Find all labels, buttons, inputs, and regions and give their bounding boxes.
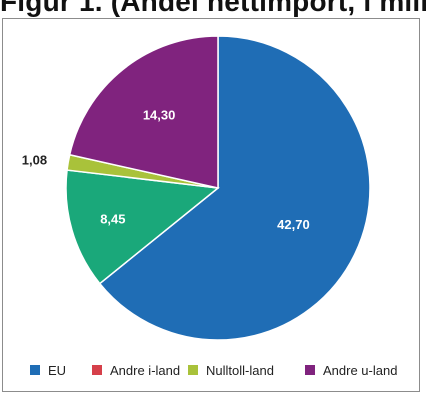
chart-legend: EU Andre i-land Nulltoll-land Andre u-land — [0, 358, 426, 382]
legend-item-nulltoll-land: Nulltoll-land — [188, 358, 274, 382]
pie-label-extra: 8,45 — [100, 211, 125, 226]
legend-swatch — [30, 365, 40, 375]
legend-item-andre-u-land: Andre u-land — [305, 358, 397, 382]
clipped-caption: Figur 1. (Andel nettimport, i milliarder… — [0, 0, 426, 20]
legend-swatch — [188, 365, 198, 375]
legend-item-eu: EU — [30, 358, 66, 382]
legend-label: Andre i-land — [110, 362, 181, 378]
legend-swatch — [305, 365, 315, 375]
pie-slice-eu — [98, 35, 371, 341]
legend-item-andre-i-land: Andre i-land — [92, 358, 180, 382]
legend-label: EU — [48, 362, 67, 378]
pie-slices — [65, 35, 371, 341]
pie-label-andre-u: 14,30 — [143, 107, 176, 122]
pie-label-nulltoll: 1,08 — [22, 152, 47, 167]
pie-label-eu: 42,70 — [277, 217, 310, 232]
pie-slice-extra — [65, 169, 220, 285]
legend-swatch — [92, 365, 102, 375]
pie-slice-andre-u — [68, 35, 219, 189]
clipped-caption-text: Figur 1. (Andel nettimport, i milliarder… — [0, 0, 426, 17]
legend-label: Andre u-land — [323, 362, 398, 378]
pie-labels: 42,70 8,45 1,08 14,30 — [22, 107, 310, 232]
legend-label: Nulltoll-land — [206, 362, 274, 378]
